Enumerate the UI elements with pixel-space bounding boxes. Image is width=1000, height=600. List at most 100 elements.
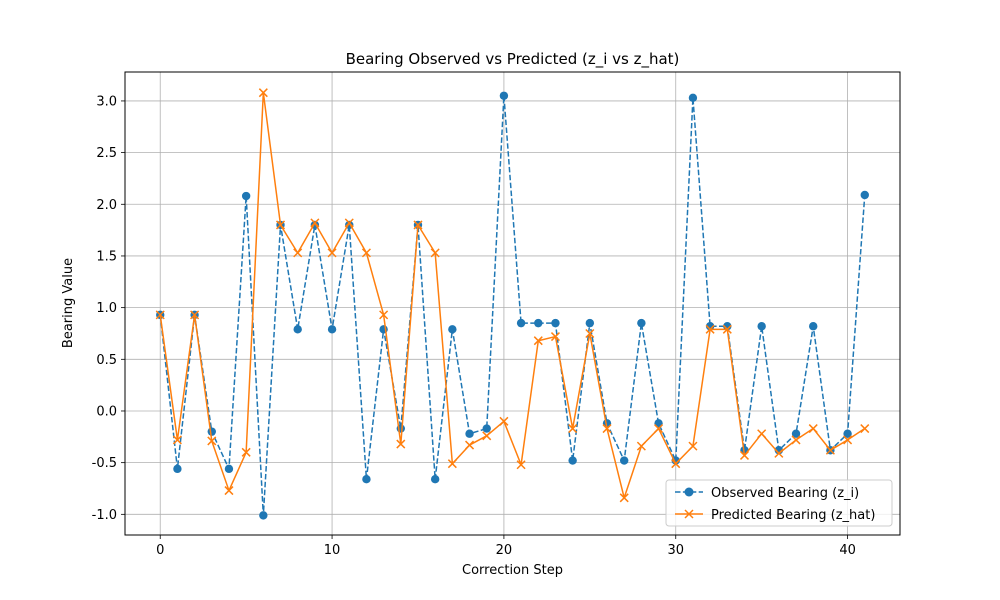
data-point-observed (688, 93, 698, 103)
data-point-predicted (413, 220, 423, 230)
axis-ticks: 0 10 20 30 40 -1.0 -0.5 0.0 0.5 1.0 1.5 2.0 2.5 3.0 (92, 94, 856, 558)
data-point-observed (516, 318, 526, 328)
data-point-predicted (533, 336, 543, 346)
chart-title: Bearing Observed vs Predicted (z_i vs z_… (346, 50, 680, 69)
data-point-predicted (275, 220, 286, 230)
data-point-predicted (619, 493, 629, 503)
data-point-observed (757, 322, 766, 331)
data-point-observed (637, 318, 646, 328)
data-point-observed (173, 464, 182, 474)
legend-predicted-label: Predicted Bearing (z_hat) (711, 508, 875, 523)
x-tick-label: 10 (324, 543, 341, 558)
data-point-predicted (757, 429, 767, 439)
data-point-predicted (688, 441, 698, 451)
data-point-predicted (344, 218, 354, 228)
data-point-observed (723, 322, 732, 331)
data-point-predicted (499, 416, 509, 426)
data-point-observed (362, 474, 371, 484)
data-point-observed (585, 318, 595, 328)
data-point-predicted (568, 424, 578, 434)
data-point-predicted (671, 459, 681, 469)
data-point-predicted (172, 435, 182, 445)
y-tick-label: 1.5 (96, 249, 117, 264)
data-point-predicted (293, 248, 303, 258)
data-point-observed (619, 456, 629, 465)
y-tick-label: 3.0 (96, 94, 117, 109)
data-point-predicted (258, 88, 268, 98)
x-tick-label: 20 (496, 543, 513, 558)
data-point-observed (327, 325, 337, 334)
legend-observed-label: Observed Bearing (z_i) (711, 486, 859, 501)
data-point-observed (259, 511, 268, 520)
grid (125, 72, 900, 535)
data-point-predicted (361, 248, 371, 258)
data-point-observed (207, 427, 216, 436)
y-tick-label: -1.0 (92, 508, 117, 523)
data-point-observed (843, 429, 852, 438)
y-tick-label: 1.0 (96, 301, 117, 316)
data-point-observed (551, 318, 560, 328)
data-point-predicted (654, 424, 664, 434)
y-tick-label: 0.0 (96, 404, 117, 419)
data-point-observed (791, 429, 801, 438)
data-point-observed (705, 322, 715, 331)
x-tick-label: 0 (156, 543, 164, 558)
series-predicted (155, 88, 870, 503)
data-point-predicted (602, 424, 612, 434)
data-point-predicted (843, 435, 853, 445)
legend-predicted-marker (684, 509, 694, 519)
data-point-predicted (465, 440, 475, 450)
data-point-predicted (241, 447, 251, 457)
data-point-observed (430, 474, 440, 484)
data-point-predicted (825, 445, 835, 455)
x-axis-title: Correction Step (462, 563, 563, 578)
data-point-predicted (396, 439, 406, 449)
data-point-predicted (636, 441, 646, 451)
x-tick-label: 40 (839, 543, 856, 558)
data-point-observed (809, 322, 818, 331)
data-point-predicted (327, 248, 337, 258)
legend: Observed Bearing (z_i) Predicted Bearing… (665, 479, 893, 527)
data-point-observed (293, 325, 302, 334)
data-point-predicted (774, 448, 784, 458)
data-point-predicted (791, 435, 801, 445)
data-point-predicted (379, 310, 389, 320)
data-point-observed (224, 464, 234, 474)
y-tick-label: 2.0 (96, 198, 117, 213)
data-point-observed (482, 424, 491, 433)
data-point-predicted (482, 431, 492, 441)
y-tick-label: -0.5 (92, 456, 117, 471)
y-tick-label: 2.5 (96, 146, 117, 161)
series-group (155, 88, 870, 520)
data-point-predicted (860, 424, 870, 434)
data-point-predicted (155, 310, 165, 320)
axes-frame (124, 71, 901, 536)
data-point-predicted (550, 332, 560, 342)
data-point-predicted (585, 328, 595, 339)
data-point-observed (499, 91, 509, 100)
x-tick-label: 30 (667, 543, 684, 558)
data-point-predicted (722, 324, 732, 334)
data-point-observed (860, 190, 869, 200)
y-axis-title: Bearing Value (61, 258, 76, 348)
data-point-predicted (224, 486, 234, 496)
data-point-observed (568, 456, 577, 465)
series-line-observed (159, 95, 866, 517)
data-point-predicted (447, 459, 457, 469)
data-point-predicted (190, 310, 200, 320)
data-point-predicted (430, 248, 440, 258)
data-point-predicted (739, 450, 750, 460)
data-point-observed (448, 325, 457, 334)
data-point-observed (465, 429, 474, 438)
data-point-observed (534, 318, 543, 328)
legend-observed-marker (684, 487, 694, 497)
data-point-predicted (516, 460, 526, 470)
data-point-predicted (705, 324, 715, 334)
legend-box (665, 479, 893, 527)
data-point-predicted (207, 436, 217, 446)
data-point-predicted (808, 424, 818, 434)
data-point-predicted (310, 218, 320, 228)
y-tick-label: 0.5 (96, 353, 117, 368)
data-point-observed (241, 191, 251, 201)
